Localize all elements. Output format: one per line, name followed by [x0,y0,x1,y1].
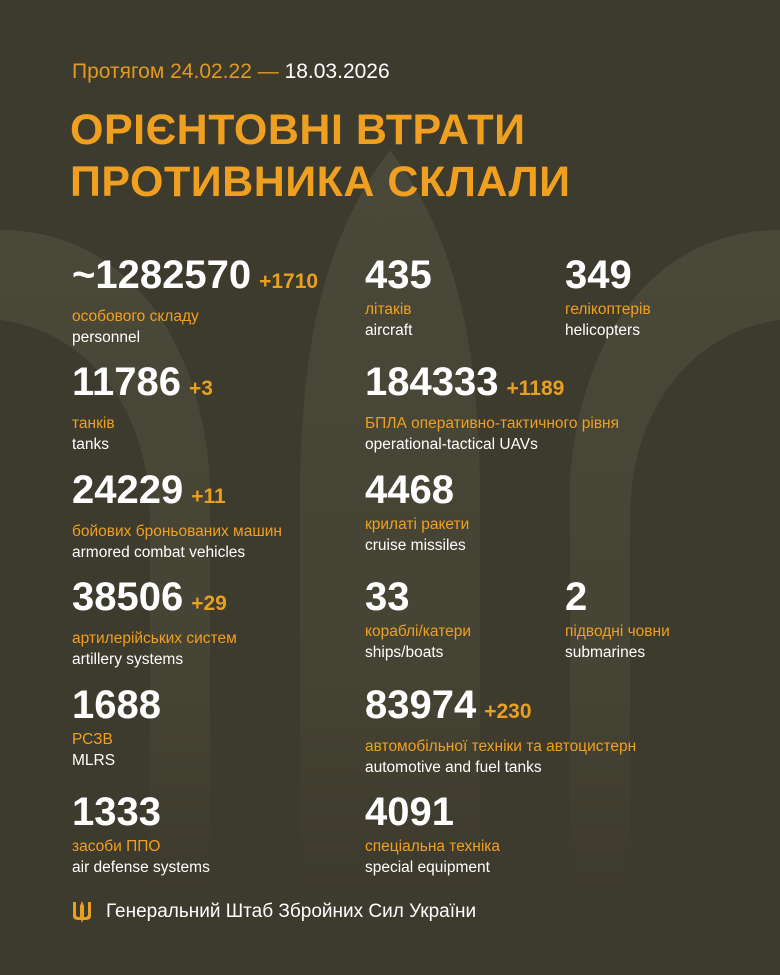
stat-air-defense-systems: 1333 засоби ППО air defense systems [72,792,210,877]
stat-mlrs: 1688 РСЗВ MLRS [72,685,161,770]
stat-value: 4091 [365,792,500,832]
stat-value: 1333 [72,792,210,832]
stat-cruise-missiles: 4468 крилаті ракети cruise missiles [365,470,469,555]
stat-value: 349 [565,255,651,295]
stat-value: 4468 [365,470,469,510]
stat-value: 33 [365,577,471,617]
footer: Генеральний Штаб Збройних Сил України [72,900,476,924]
stat-delta: +3 [189,377,213,400]
stat-number: 349 [565,253,632,297]
stat-value: 435 [365,255,432,295]
stat-value: ~1282570 +1710 [72,255,318,302]
stat-label-ua: РСЗВ [72,731,113,748]
stat-label-ua: гелікоптерів [565,301,651,318]
stat-value: 83974 +230 [365,685,636,732]
stat-number: 11786 [72,360,182,404]
stat-label-en: cruise missiles [365,537,466,554]
stat-label-ua: танків [72,415,115,432]
page-title: ОРІЄНТОВНІ ВТРАТИ ПРОТИВНИКА СКЛАЛИ [70,104,571,208]
stat-label-ua: бойових броньованих машин [72,523,282,540]
stat-number: 2 [565,575,588,619]
stat-value: 24229 +11 [72,470,282,517]
stat-label-ua: артилерійських систем [72,630,237,647]
stat-value: 1688 [72,685,161,725]
stat-number: 1333 [72,790,161,834]
stat-armored-combat-vehicles: 24229 +11 бойових броньованих машин armored… [72,470,282,562]
stat-delta: +11 [191,485,226,508]
stat-delta: +29 [191,592,227,615]
footer-text: Генеральний Штаб Збройних Сил України [106,901,477,922]
stat-label-en: helicopters [565,322,640,339]
stat-number: 24229 [72,468,184,512]
stat-label-ua: підводні човни [565,623,670,640]
stat-tanks: 11786 +3 танків tanks [72,362,213,454]
title-line-1: ОРІЄНТОВНІ ВТРАТИ [70,106,526,154]
stat-label-en: personnel [72,329,141,346]
stat-ships-boats: 33 кораблі/катери ships/boats [365,577,471,662]
stat-label-en: air defense systems [72,859,210,876]
stat-label-en: MLRS [72,752,116,769]
stat-label-en: operational-tactical UAVs [365,436,538,453]
stat-number: 1688 [72,683,161,727]
stat-value: 2 [565,577,670,617]
stat-number: 4468 [365,468,454,512]
stat-number: 435 [365,253,432,297]
stat-label-en: submarines [565,644,646,661]
stat-special-equipment: 4091 спеціальна техніка special equipment [365,792,500,877]
stat-value: 184333 +1189 [365,362,619,409]
stat-number: 184333 [365,360,499,404]
stat-label-en: automotive and fuel tanks [365,759,542,776]
stat-label-ua: спеціальна техніка [365,838,501,855]
period: Протягом 24.02.22 — 18.03.2026 [72,60,390,84]
stat-value: 38506 +29 [72,577,237,624]
stat-number: 83974 [365,683,477,727]
stat-label-en: armored combat vehicles [72,544,246,561]
stat-label-ua: літаків [365,301,412,318]
stat-number: 4091 [365,790,454,834]
stat-delta: +1189 [506,377,565,400]
stat-label-en: aircraft [365,322,413,339]
stat-label-en: tanks [72,436,110,453]
period-prefix: Протягом 24.02.22 — [72,60,279,83]
stat-aircraft: 435 літаків aircraft [365,255,432,340]
trident-icon [73,901,91,923]
stat-artillery-systems: 38506 +29 артилерійських систем artillery s… [72,577,237,669]
stat-helicopters: 349 гелікоптерів helicopters [565,255,651,340]
stat-operational-tactical-uavs: 184333 +1189 БПЛА оперативно-тактичного рі… [365,362,619,454]
stat-label-ua: БПЛА оперативно-тактичного рівня [365,415,620,432]
stat-number: ~1282570 [72,253,252,297]
stat-number: 33 [365,575,410,619]
stat-label-en: special equipment [365,859,490,876]
stat-label-en: ships/boats [365,644,444,661]
stat-label-ua: крилаті ракети [365,516,470,533]
stat-label-ua: автомобільної техніки та автоцистерн [365,738,637,755]
stat-label-ua: кораблі/катери [365,623,472,640]
stat-value: 11786 +3 [72,362,213,409]
stat-automotive-and-fuel-tanks: 83974 +230 автомобільної техніки та автоци… [365,685,636,777]
stat-personnel: ~1282570 +1710 особового складу personnel [72,255,318,347]
title-line-2: ПРОТИВНИКА СКЛАЛИ [70,158,571,206]
period-end: 18.03.2026 [284,60,390,83]
stat-label-en: artillery systems [72,651,184,668]
stat-delta: +1710 [259,270,319,293]
stat-delta: +230 [484,700,532,723]
stat-number: 38506 [72,575,184,619]
stat-submarines: 2 підводні човни submarines [565,577,670,662]
stat-label-ua: особового складу [72,308,199,325]
stat-label-ua: засоби ППО [72,838,161,855]
